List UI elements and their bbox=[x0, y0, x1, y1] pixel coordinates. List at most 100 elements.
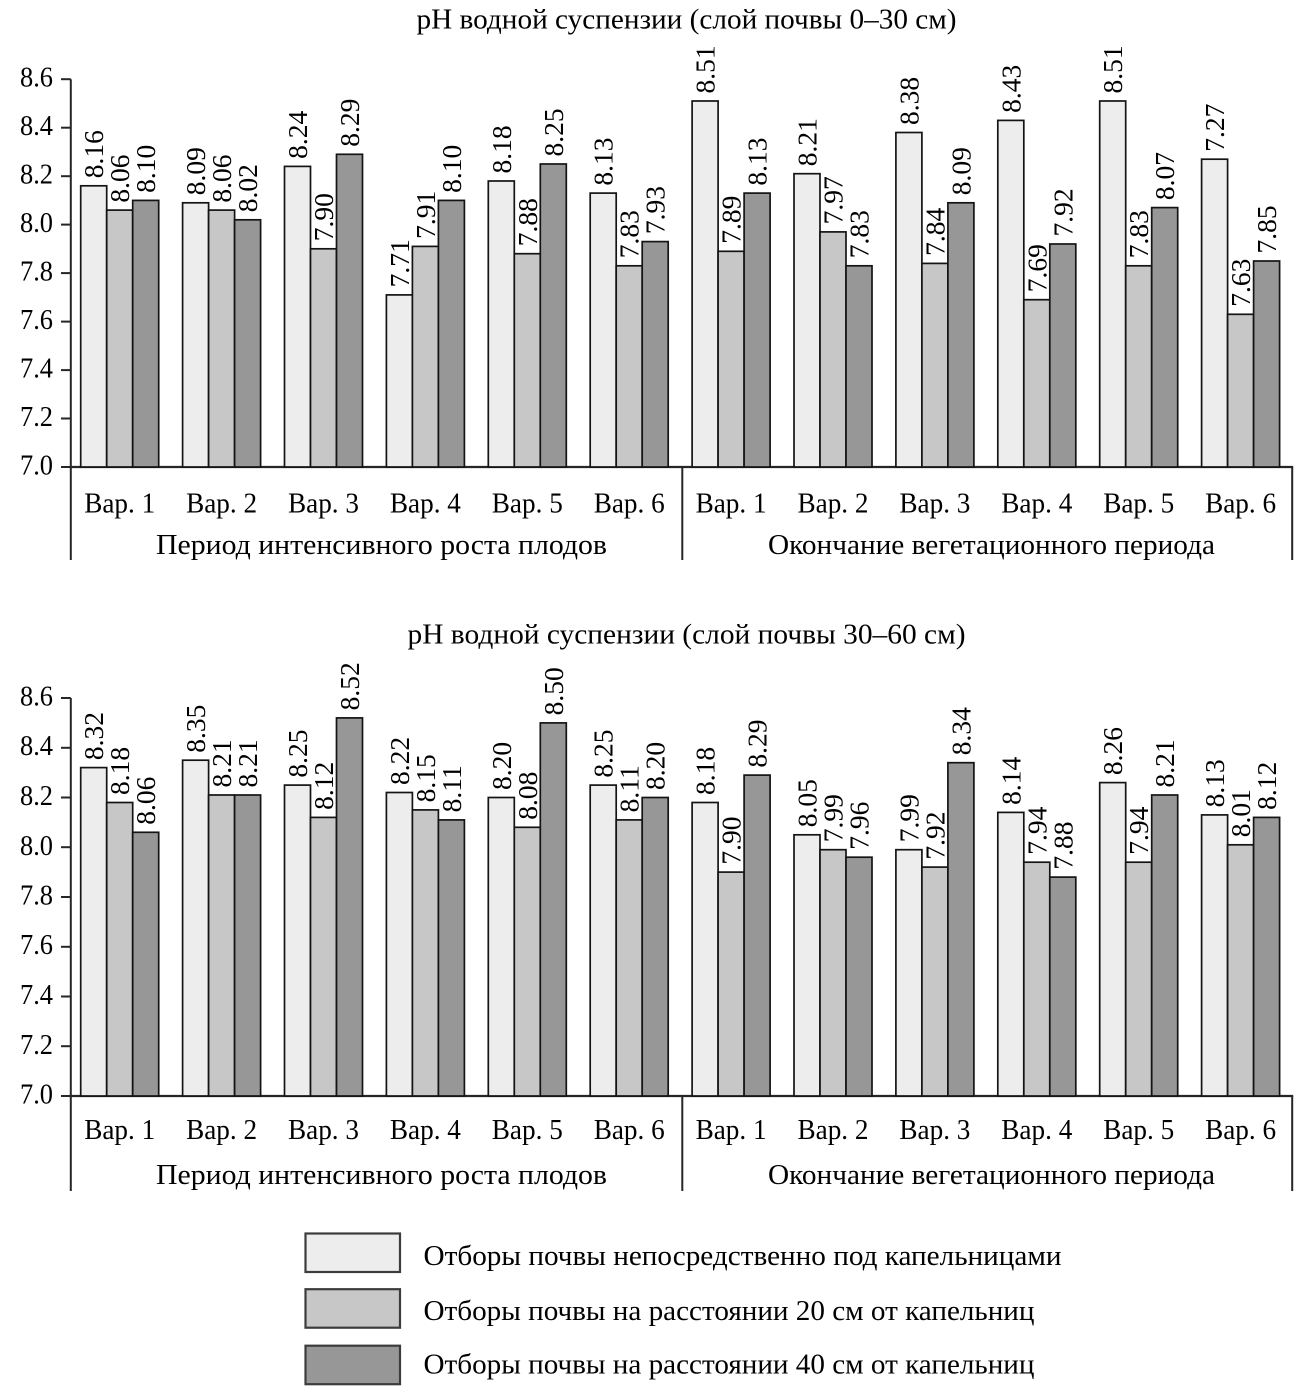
svg-text:Вар. 3: Вар. 3 bbox=[288, 1114, 359, 1146]
svg-text:pH водной суспензии (слой почв: pH водной суспензии (слой почвы 0–30 см) bbox=[417, 4, 957, 36]
svg-text:Вар. 6: Вар. 6 bbox=[1205, 487, 1276, 519]
svg-text:Отборы почвы на расстоянии 20: Отборы почвы на расстоянии 20 см от капе… bbox=[424, 1295, 1035, 1327]
svg-text:8.01: 8.01 bbox=[1225, 789, 1256, 837]
svg-text:7.2: 7.2 bbox=[20, 1029, 53, 1061]
svg-text:8.2: 8.2 bbox=[20, 159, 53, 191]
svg-text:7.8: 7.8 bbox=[20, 880, 53, 912]
svg-text:8.24: 8.24 bbox=[282, 111, 313, 159]
svg-text:8.14: 8.14 bbox=[995, 757, 1026, 805]
svg-text:Вар. 1: Вар. 1 bbox=[84, 487, 155, 519]
svg-text:8.06: 8.06 bbox=[104, 154, 135, 202]
svg-text:Вар. 1: Вар. 1 bbox=[696, 487, 767, 519]
svg-text:7.88: 7.88 bbox=[1047, 821, 1078, 869]
svg-text:8.35: 8.35 bbox=[180, 705, 211, 753]
svg-text:8.13: 8.13 bbox=[742, 137, 773, 185]
svg-text:8.08: 8.08 bbox=[512, 772, 543, 820]
svg-text:8.18: 8.18 bbox=[486, 125, 517, 173]
svg-text:8.29: 8.29 bbox=[742, 719, 773, 767]
svg-text:7.6: 7.6 bbox=[20, 304, 53, 336]
svg-text:8.26: 8.26 bbox=[1097, 727, 1128, 775]
svg-text:8.06: 8.06 bbox=[206, 154, 237, 202]
svg-text:8.51: 8.51 bbox=[1097, 45, 1128, 93]
svg-text:Вар. 3: Вар. 3 bbox=[899, 1114, 970, 1146]
svg-text:7.85: 7.85 bbox=[1251, 205, 1282, 253]
svg-text:Вар. 2: Вар. 2 bbox=[186, 1114, 257, 1146]
svg-text:Вар. 5: Вар. 5 bbox=[1103, 487, 1174, 519]
svg-text:8.4: 8.4 bbox=[20, 730, 53, 762]
svg-text:7.84: 7.84 bbox=[919, 208, 950, 256]
svg-text:7.99: 7.99 bbox=[893, 794, 924, 842]
svg-text:8.20: 8.20 bbox=[486, 742, 517, 790]
svg-text:Окончание вегетационного перио: Окончание вегетационного периода bbox=[768, 529, 1215, 561]
svg-text:Отборы почвы непосредственно п: Отборы почвы непосредственно под капельн… bbox=[424, 1240, 1062, 1272]
svg-text:8.15: 8.15 bbox=[410, 754, 441, 802]
svg-text:Вар. 2: Вар. 2 bbox=[798, 1114, 869, 1146]
svg-text:7.27: 7.27 bbox=[1199, 104, 1230, 152]
svg-text:8.51: 8.51 bbox=[690, 45, 721, 93]
svg-text:Вар. 1: Вар. 1 bbox=[84, 1114, 155, 1146]
svg-text:7.71: 7.71 bbox=[384, 239, 415, 287]
svg-text:7.96: 7.96 bbox=[844, 802, 875, 850]
svg-text:8.43: 8.43 bbox=[995, 65, 1026, 113]
svg-text:8.10: 8.10 bbox=[130, 145, 161, 193]
svg-text:8.2: 8.2 bbox=[20, 780, 53, 812]
svg-text:7.69: 7.69 bbox=[1021, 244, 1052, 292]
svg-text:8.6: 8.6 bbox=[20, 62, 53, 94]
svg-text:8.20: 8.20 bbox=[640, 742, 671, 790]
svg-text:7.83: 7.83 bbox=[844, 210, 875, 258]
svg-text:7.94: 7.94 bbox=[1021, 806, 1052, 854]
svg-text:7.90: 7.90 bbox=[308, 193, 339, 241]
svg-text:Период интенсивного роста плод: Период интенсивного роста плодов bbox=[156, 529, 607, 561]
svg-text:8.18: 8.18 bbox=[104, 747, 135, 795]
svg-text:8.09: 8.09 bbox=[180, 147, 211, 195]
svg-text:7.83: 7.83 bbox=[614, 210, 645, 258]
svg-text:8.0: 8.0 bbox=[20, 830, 53, 862]
svg-text:Вар. 3: Вар. 3 bbox=[899, 487, 970, 519]
svg-text:Вар. 4: Вар. 4 bbox=[390, 487, 461, 519]
svg-text:8.25: 8.25 bbox=[538, 108, 569, 156]
svg-text:7.4: 7.4 bbox=[20, 353, 53, 385]
svg-text:8.06: 8.06 bbox=[130, 777, 161, 825]
svg-text:8.32: 8.32 bbox=[78, 712, 109, 760]
svg-text:pH водной суспензии (слой почв: pH водной суспензии (слой почвы 30–60 см… bbox=[408, 619, 966, 651]
svg-text:7.93: 7.93 bbox=[640, 186, 671, 234]
svg-text:8.52: 8.52 bbox=[334, 662, 365, 710]
svg-text:8.50: 8.50 bbox=[538, 667, 569, 715]
svg-text:8.34: 8.34 bbox=[945, 707, 976, 755]
svg-text:Вар. 6: Вар. 6 bbox=[594, 487, 665, 519]
svg-text:7.89: 7.89 bbox=[716, 196, 747, 244]
svg-text:Окончание вегетационного перио: Окончание вегетационного периода bbox=[768, 1159, 1215, 1191]
svg-text:7.0: 7.0 bbox=[20, 1079, 53, 1111]
svg-text:8.16: 8.16 bbox=[78, 130, 109, 178]
svg-text:8.21: 8.21 bbox=[1149, 739, 1180, 787]
svg-text:Период интенсивного роста плод: Период интенсивного роста плодов bbox=[156, 1159, 607, 1191]
svg-text:8.10: 8.10 bbox=[436, 145, 467, 193]
svg-text:8.4: 8.4 bbox=[20, 110, 53, 142]
svg-text:8.6: 8.6 bbox=[20, 681, 53, 713]
svg-text:8.12: 8.12 bbox=[1251, 762, 1282, 810]
svg-text:Вар. 2: Вар. 2 bbox=[798, 487, 869, 519]
svg-text:8.02: 8.02 bbox=[232, 164, 263, 212]
svg-text:8.21: 8.21 bbox=[792, 118, 823, 166]
svg-text:8.11: 8.11 bbox=[614, 765, 645, 812]
svg-text:7.91: 7.91 bbox=[410, 191, 441, 239]
svg-text:Вар. 5: Вар. 5 bbox=[492, 1114, 563, 1146]
svg-text:7.92: 7.92 bbox=[1047, 188, 1078, 236]
svg-text:8.29: 8.29 bbox=[334, 99, 365, 147]
svg-text:8.05: 8.05 bbox=[792, 779, 823, 827]
svg-text:8.21: 8.21 bbox=[232, 739, 263, 787]
svg-text:Вар. 4: Вар. 4 bbox=[1001, 487, 1072, 519]
svg-text:Вар. 2: Вар. 2 bbox=[186, 487, 257, 519]
svg-text:8.21: 8.21 bbox=[206, 739, 237, 787]
svg-text:8.11: 8.11 bbox=[436, 765, 467, 812]
svg-text:7.90: 7.90 bbox=[716, 816, 747, 864]
svg-text:7.2: 7.2 bbox=[20, 401, 53, 433]
svg-text:8.13: 8.13 bbox=[1199, 759, 1230, 807]
svg-text:7.4: 7.4 bbox=[20, 979, 53, 1011]
svg-text:7.94: 7.94 bbox=[1123, 806, 1154, 854]
svg-text:7.99: 7.99 bbox=[818, 794, 849, 842]
svg-text:8.07: 8.07 bbox=[1149, 152, 1180, 200]
svg-text:Вар. 1: Вар. 1 bbox=[696, 1114, 767, 1146]
svg-text:8.12: 8.12 bbox=[308, 762, 339, 810]
svg-text:Вар. 6: Вар. 6 bbox=[594, 1114, 665, 1146]
